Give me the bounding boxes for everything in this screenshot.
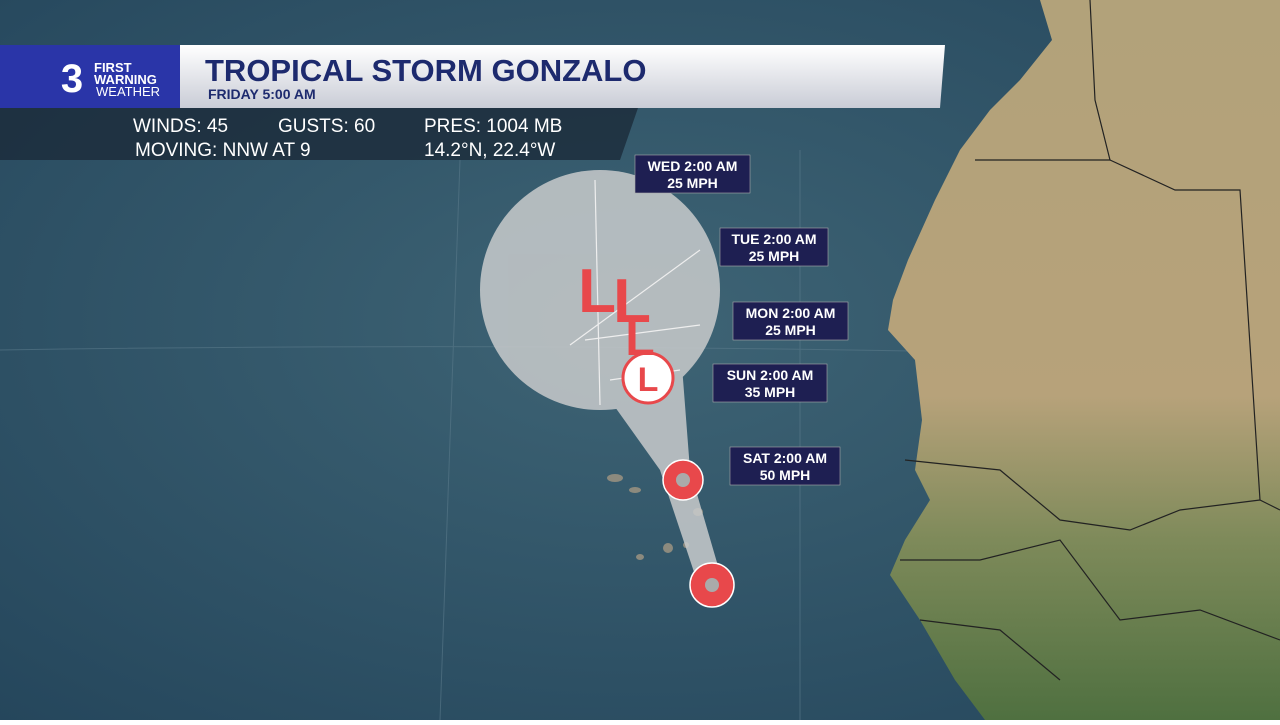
title: TROPICAL STORM GONZALO [205, 53, 646, 88]
stat: 14.2°N, 22.4°W [424, 140, 555, 161]
logo-text: WARNING [94, 72, 157, 87]
stats-bar [0, 108, 638, 160]
forecast-box [732, 301, 849, 341]
stat: WINDS: 45 [133, 116, 228, 137]
logo-number: 3 [61, 57, 83, 101]
africa-land [888, 0, 1280, 720]
forecast-time: TUE 2:00 AM [731, 231, 816, 247]
logo-text: WEATHER [96, 84, 160, 99]
forecast-box [729, 446, 841, 486]
forecast-wind: 35 MPH [745, 384, 796, 400]
forecast-box [719, 227, 829, 267]
stat: GUSTS: 60 [278, 116, 375, 137]
forecast-wind: 50 MPH [760, 467, 811, 483]
forecast-box [634, 154, 751, 194]
forecast-time: SAT 2:00 AM [743, 450, 827, 466]
track-symbol: L [613, 267, 651, 336]
stats: WINDS: 45 GUSTS: 60 PRES: 1004 MB MOVING… [133, 116, 562, 161]
header-bar [0, 45, 945, 108]
forecast-time: MON 2:00 AM [746, 305, 836, 321]
forecast-wind: 25 MPH [667, 175, 718, 191]
track-symbols: L L L L [578, 257, 658, 399]
forecast-wind: 25 MPH [749, 248, 800, 264]
forecast-time: SUN 2:00 AM [727, 367, 814, 383]
forecast-box [712, 363, 828, 403]
stat: PRES: 1004 MB [424, 116, 562, 137]
track-symbol: L [625, 313, 654, 366]
track-symbol: L [578, 257, 616, 326]
track-symbol: L [638, 361, 659, 399]
forecast-wind: 25 MPH [765, 322, 816, 338]
hurricane-eyes [676, 473, 719, 592]
current-marker [621, 351, 675, 405]
stat: MOVING: NNW AT 9 [135, 140, 311, 161]
subtitle: FRIDAY 5:00 AM [208, 86, 316, 102]
logo-text: FIRST [94, 60, 132, 75]
logo-box [0, 45, 180, 108]
borders [900, 0, 1280, 681]
forecast-time: WED 2:00 AM [648, 158, 738, 174]
